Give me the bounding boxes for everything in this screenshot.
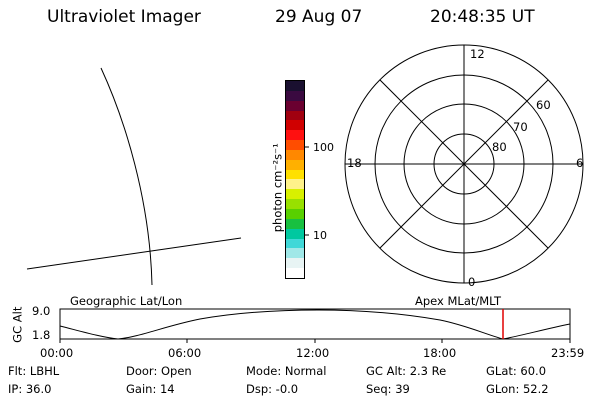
colorbar-band bbox=[286, 189, 304, 200]
colorbar-band bbox=[286, 90, 304, 101]
colorbar-band bbox=[286, 248, 304, 259]
info-door: Door: Open bbox=[126, 364, 192, 378]
x-tick-2359: 23:59 bbox=[551, 346, 585, 360]
latitude-line bbox=[26, 237, 242, 270]
alt-tick-bottom: 1.8 bbox=[32, 328, 51, 342]
alt-tick-top: 9.0 bbox=[32, 304, 51, 318]
info-filter: Flt: LBHL bbox=[8, 364, 60, 378]
observation-time: 20:48:35 UT bbox=[430, 7, 535, 27]
colorbar-band bbox=[286, 169, 304, 180]
colorbar-band bbox=[286, 159, 304, 170]
lat-label-80: 80 bbox=[492, 140, 507, 154]
colorbar-band bbox=[286, 179, 304, 190]
lat-label-60: 60 bbox=[536, 98, 551, 112]
colorbar-band bbox=[286, 228, 304, 239]
info-ip: IP: 36.0 bbox=[8, 382, 52, 396]
x-tick-1800: 18:00 bbox=[423, 346, 457, 360]
colorbar-tick-10: 10 bbox=[313, 229, 327, 242]
x-tick-0600: 06:00 bbox=[168, 346, 202, 360]
instrument-title: Ultraviolet Imager bbox=[47, 7, 201, 27]
mlt-label-6: 6 bbox=[576, 156, 584, 170]
observation-date: 29 Aug 07 bbox=[275, 7, 363, 27]
mlt-label-12: 12 bbox=[470, 47, 485, 61]
colorbar-band bbox=[286, 100, 304, 111]
info-gc-alt: GC Alt: 2.3 Re bbox=[366, 364, 447, 378]
geographic-label: Geographic Lat/Lon bbox=[70, 294, 183, 308]
colorbar-band bbox=[286, 130, 304, 141]
colorbar-band bbox=[286, 81, 304, 91]
info-dsp: Dsp: -0.0 bbox=[246, 382, 299, 396]
apex-label: Apex MLat/MLT bbox=[415, 294, 502, 308]
altitude-curve bbox=[59, 309, 571, 340]
info-glon: GLon: 52.2 bbox=[486, 382, 549, 396]
info-seq: Seq: 39 bbox=[366, 382, 410, 396]
colorbar-band bbox=[286, 218, 304, 229]
colorbar-band bbox=[286, 120, 304, 131]
colorbar-band bbox=[286, 258, 304, 269]
colorbar bbox=[285, 80, 305, 279]
x-tick-0000: 00:00 bbox=[40, 346, 74, 360]
x-tick-1200: 12:00 bbox=[296, 346, 330, 360]
colorbar-band bbox=[286, 110, 304, 121]
lat-label-70: 70 bbox=[513, 120, 528, 134]
colorbar-band bbox=[286, 149, 304, 160]
colorbar-band bbox=[286, 140, 304, 150]
info-mode: Mode: Normal bbox=[246, 364, 327, 378]
alt-plot-frame bbox=[59, 308, 571, 340]
mlt-label-18: 18 bbox=[347, 156, 362, 170]
colorbar-band bbox=[286, 199, 304, 209]
mlt-diagonal-2 bbox=[379, 79, 549, 249]
colorbar-band bbox=[286, 268, 304, 278]
colorbar-band bbox=[286, 208, 304, 219]
colorbar-tick-100: 100 bbox=[313, 141, 334, 154]
info-gain: Gain: 14 bbox=[126, 382, 175, 396]
mlt-label-0: 0 bbox=[468, 275, 476, 289]
info-glat: GLat: 60.0 bbox=[486, 364, 547, 378]
longitude-line bbox=[100, 67, 153, 286]
colorbar-band bbox=[286, 238, 304, 249]
